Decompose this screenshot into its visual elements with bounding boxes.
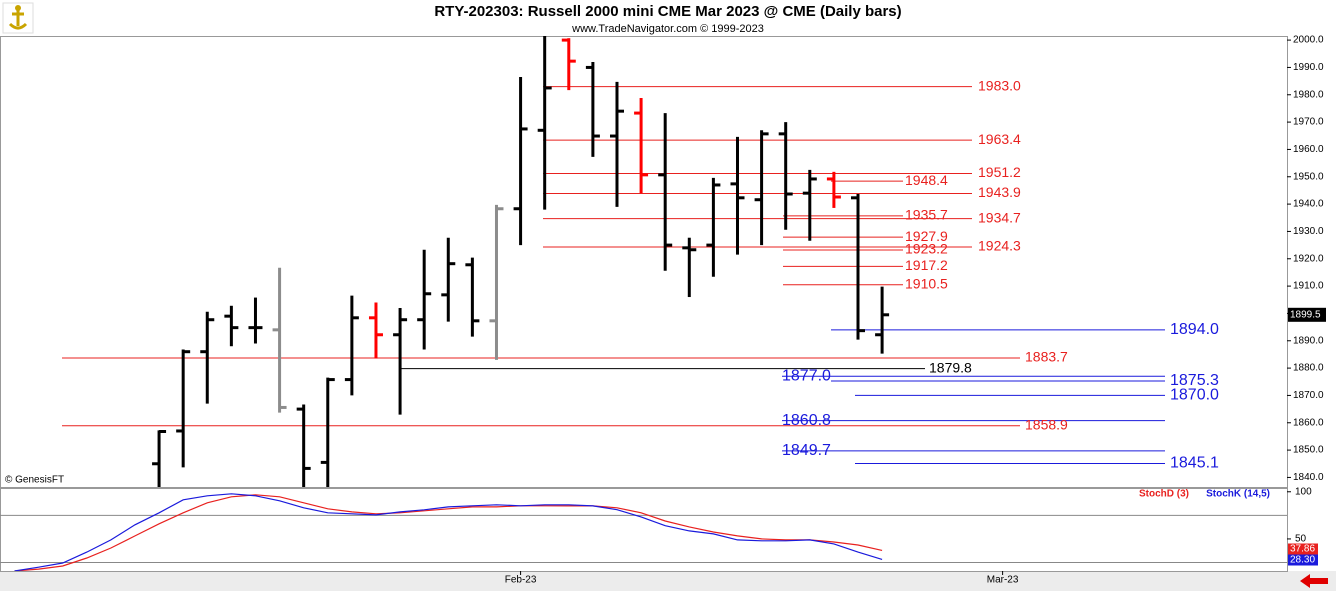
level-label: 1845.1: [1170, 455, 1219, 472]
level-label: 1923.2: [905, 241, 948, 257]
y-tick-label: 1990.0: [1293, 62, 1324, 73]
y-tick-label: 1970.0: [1293, 117, 1324, 128]
y-tick-label: 1880.0: [1293, 363, 1324, 374]
y-tick-label: 2000.0: [1293, 35, 1324, 46]
y-tick-label: 1850.0: [1293, 445, 1324, 456]
level-label: 1951.2: [978, 164, 1021, 180]
level-label: 1875.3: [1170, 372, 1219, 389]
level-label: 1910.5: [905, 275, 948, 291]
x-tick-label: Feb-23: [505, 575, 537, 586]
logo: [2, 2, 34, 34]
axes: 1840.01850.01860.01870.01880.01890.01900…: [505, 35, 1326, 586]
x-tick-label: Mar-23: [987, 575, 1019, 586]
y-tick-label: 1870.0: [1293, 390, 1324, 401]
level-label: 1894.0: [1170, 321, 1219, 338]
level-label: 1963.4: [978, 131, 1021, 147]
level-label: 1870.0: [1170, 387, 1219, 404]
last-price-label: 1899.5: [1290, 309, 1321, 320]
legend-entry: StochK (14,5): [1206, 489, 1270, 500]
watermark: © GenesisFT: [5, 475, 64, 486]
stoch-line: [14, 494, 883, 571]
level-label: 1860.8: [782, 412, 831, 429]
level-label: 1924.3: [978, 238, 1021, 254]
y-tick-label: 1980.0: [1293, 89, 1324, 100]
level-label: 1849.7: [782, 442, 831, 459]
y-tick-label: 1860.0: [1293, 417, 1324, 428]
level-label: 1934.7: [978, 209, 1021, 225]
level-label: 1927.9: [905, 228, 948, 244]
last-value-label: 28.30: [1290, 555, 1315, 566]
last-value-box: [1288, 543, 1318, 555]
level-label: 1983.0: [978, 77, 1021, 93]
last-value-label: 37.86: [1290, 544, 1315, 555]
level-label: 1877.0: [782, 368, 831, 385]
level-label: 1917.2: [905, 257, 948, 273]
last-price-box: [1288, 307, 1326, 322]
chart-title: RTY-202303: Russell 2000 mini CME Mar 20…: [434, 3, 901, 20]
level-label: 1858.9: [1025, 416, 1068, 432]
last-value-box: [1288, 554, 1318, 566]
level-label: 1948.4: [905, 172, 948, 188]
scroll-arrow[interactable]: [1300, 574, 1328, 588]
main-panel-frame: [0, 36, 1288, 488]
level-label: 1883.7: [1025, 349, 1068, 365]
date-strip: [0, 571, 1336, 591]
price-plot: 1983.0 1963.4 1951.2 1948.4 1943.9 1935.7 1934…: [62, 36, 1219, 487]
chart-subtitle: www.TradeNavigator.com © 1999-2023: [571, 23, 764, 35]
y-tick-label: 1840.0: [1293, 472, 1324, 483]
y-tick-label: 1890.0: [1293, 335, 1324, 346]
level-label: 1935.7: [905, 207, 948, 223]
y-tick-label: 1930.0: [1293, 226, 1324, 237]
legend-entry: StochD (3): [1139, 489, 1189, 500]
y-tick-label: 1910.0: [1293, 281, 1324, 292]
stoch-line: [14, 493, 883, 571]
y-tick-label: 1950.0: [1293, 171, 1324, 182]
y-tick-label: 1960.0: [1293, 144, 1324, 155]
stoch-plot: [0, 493, 1287, 571]
level-label: 1943.9: [978, 184, 1021, 200]
y-tick-label: 50: [1295, 534, 1307, 545]
level-label: 1879.8: [929, 359, 972, 375]
lower-panel-frame: [0, 488, 1288, 572]
y-tick-label: 100: [1295, 486, 1312, 497]
y-tick-label: 1940.0: [1293, 199, 1324, 210]
y-tick-label: 1920.0: [1293, 253, 1324, 264]
